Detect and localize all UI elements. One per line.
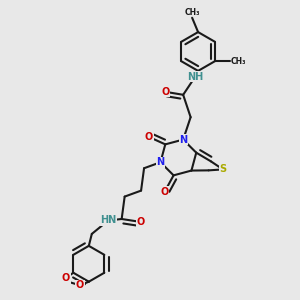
Text: O: O xyxy=(145,132,153,142)
Text: O: O xyxy=(76,280,84,290)
Text: N: N xyxy=(179,135,187,145)
Text: O: O xyxy=(161,87,170,97)
Text: N: N xyxy=(156,157,164,167)
Text: O: O xyxy=(137,217,145,227)
Text: NH: NH xyxy=(187,72,203,82)
Text: S: S xyxy=(219,164,226,174)
Text: HN: HN xyxy=(100,215,116,226)
Text: CH₃: CH₃ xyxy=(231,57,246,66)
Text: O: O xyxy=(62,273,70,283)
Text: CH₃: CH₃ xyxy=(184,8,200,17)
Text: O: O xyxy=(160,187,169,197)
